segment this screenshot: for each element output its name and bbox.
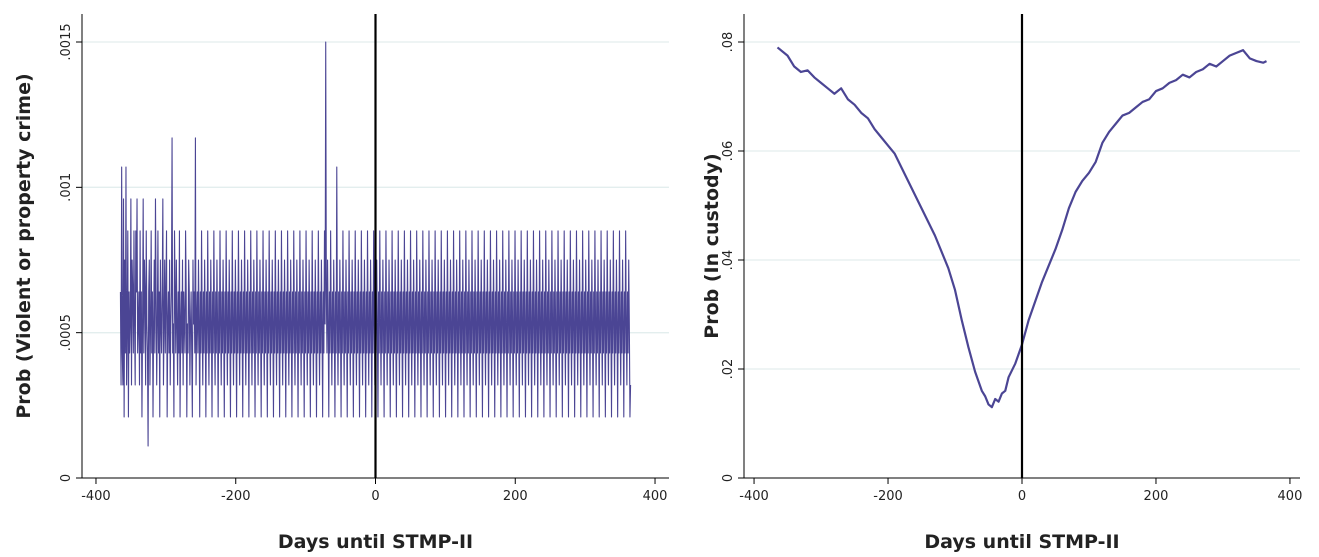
right-y-tick-label: .02 xyxy=(721,359,736,380)
left-x-axis-title: Days until STMP-II xyxy=(278,531,473,553)
right-x-tick-label: 200 xyxy=(1144,489,1169,504)
left-x-tick-label: 0 xyxy=(371,489,379,504)
left-x-tick-label: -400 xyxy=(81,489,111,504)
left-y-tick-label: .0005 xyxy=(59,314,74,351)
right-x-axis-title: Days until STMP-II xyxy=(924,531,1119,553)
right-series-line xyxy=(776,46,1267,409)
left-y-tick-label: .001 xyxy=(59,173,74,202)
left-y-tick-label: 0 xyxy=(59,474,74,482)
right-y-tick-label: .06 xyxy=(721,141,736,162)
right-x-tick-label: 400 xyxy=(1278,489,1303,504)
right-series xyxy=(776,46,1267,409)
right-x-tick-label: -200 xyxy=(873,489,903,504)
left-y-tick-label: .0015 xyxy=(59,23,74,60)
right-chart: -400 -200 0 200 400 0 .02 .04 .06 .08 Days until… xyxy=(701,14,1302,553)
right-y-tick-label: .08 xyxy=(721,32,736,53)
right-x-ticks: -400 -200 0 200 400 xyxy=(739,478,1302,504)
right-y-ticks: 0 .02 .04 .06 .08 xyxy=(721,32,744,482)
left-x-tick-label: 400 xyxy=(643,489,668,504)
left-x-tick-label: -200 xyxy=(221,489,251,504)
right-x-tick-label: 0 xyxy=(1018,489,1026,504)
left-x-ticks: -400 -200 0 200 400 xyxy=(81,478,667,504)
left-y-ticks: 0 .0005 .001 .0015 xyxy=(59,23,82,482)
right-y-tick-label: .04 xyxy=(721,250,736,271)
right-y-tick-label: 0 xyxy=(721,474,736,482)
right-y-axis-title: Prob (In custody) xyxy=(701,153,723,338)
right-x-tick-label: -400 xyxy=(739,489,769,504)
left-x-tick-label: 200 xyxy=(503,489,528,504)
left-y-axis-title: Prob (Violent or property crime) xyxy=(13,73,35,418)
left-chart: -400 -200 0 200 400 0 .0005 .001 .0015 Days unt… xyxy=(13,14,669,553)
